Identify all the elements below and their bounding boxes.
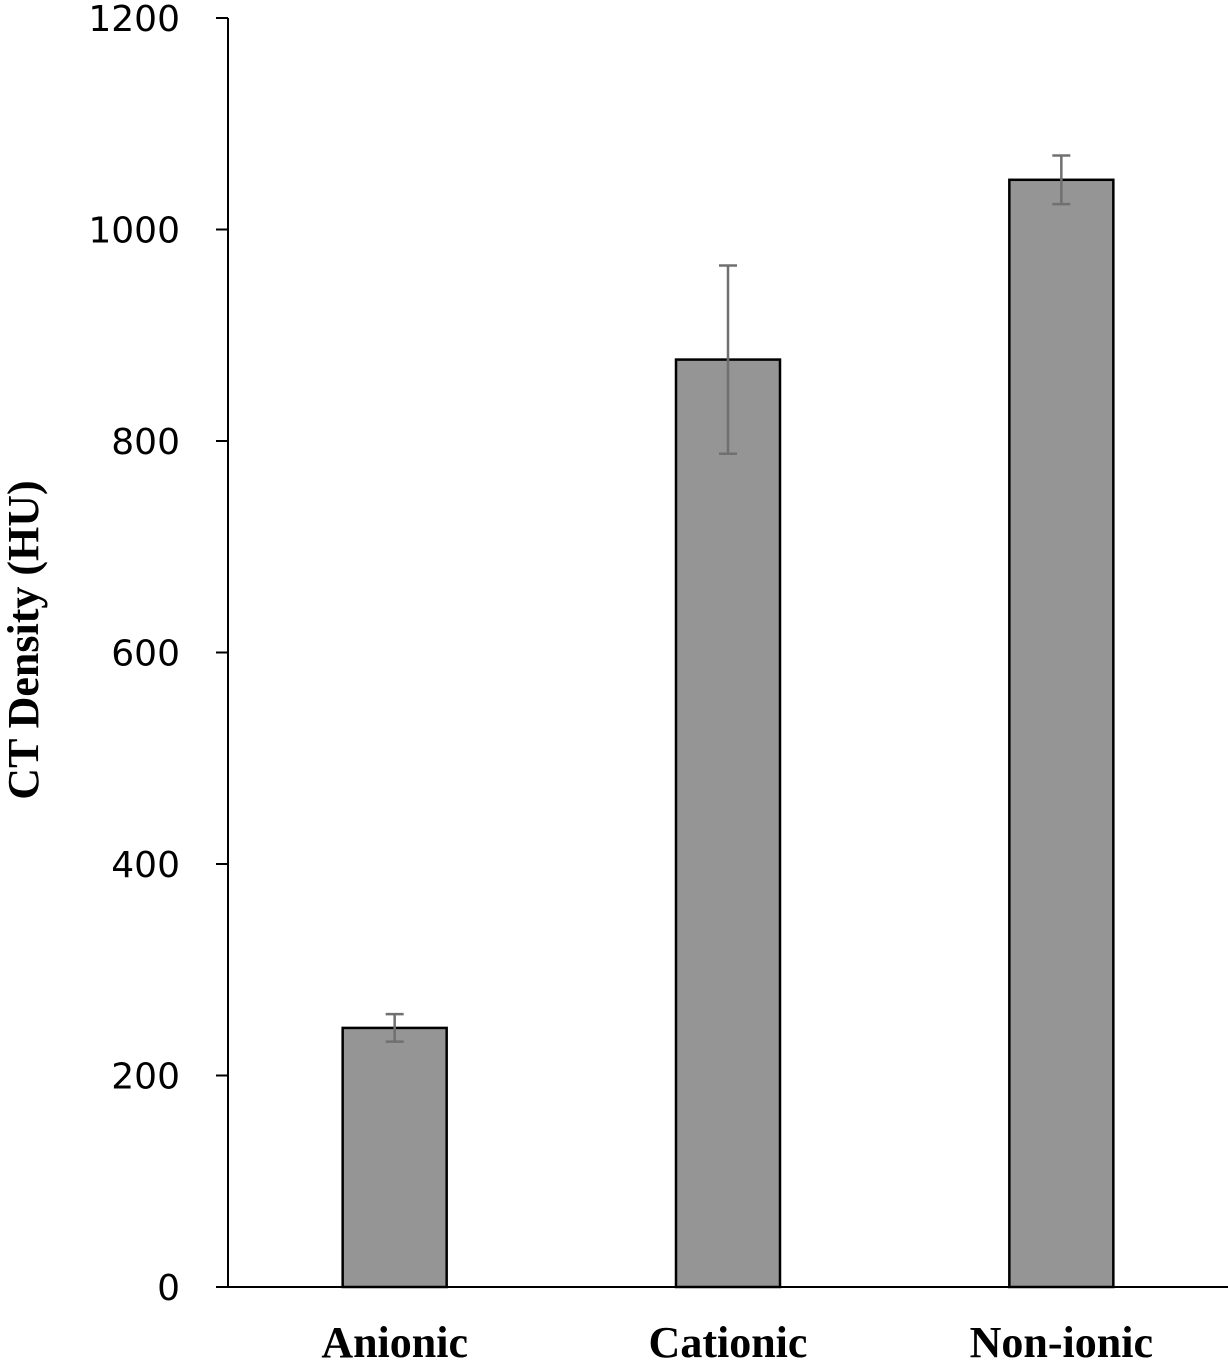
y-tick-label: 200 <box>111 1057 180 1098</box>
y-tick-label: 800 <box>111 422 180 463</box>
y-tick-label: 0 <box>157 1268 180 1309</box>
y-tick-label: 600 <box>111 634 180 675</box>
x-category-label: Non-ionic <box>970 1318 1153 1362</box>
x-category-label: Cationic <box>649 1318 808 1362</box>
bar <box>341 1026 448 1289</box>
x-category-label: Anionic <box>321 1318 468 1362</box>
bar <box>674 358 782 1289</box>
y-tick-label: 400 <box>111 845 180 886</box>
y-tick-label: 1000 <box>88 211 180 252</box>
bar <box>1008 178 1115 1289</box>
y-tick-label: 1200 <box>88 0 180 40</box>
plot-area: 0 200 400 600 800 1000 1200 Anionic Cationic Non-… <box>88 0 1228 1362</box>
y-axis-title: CT Density (HU) <box>0 480 48 799</box>
